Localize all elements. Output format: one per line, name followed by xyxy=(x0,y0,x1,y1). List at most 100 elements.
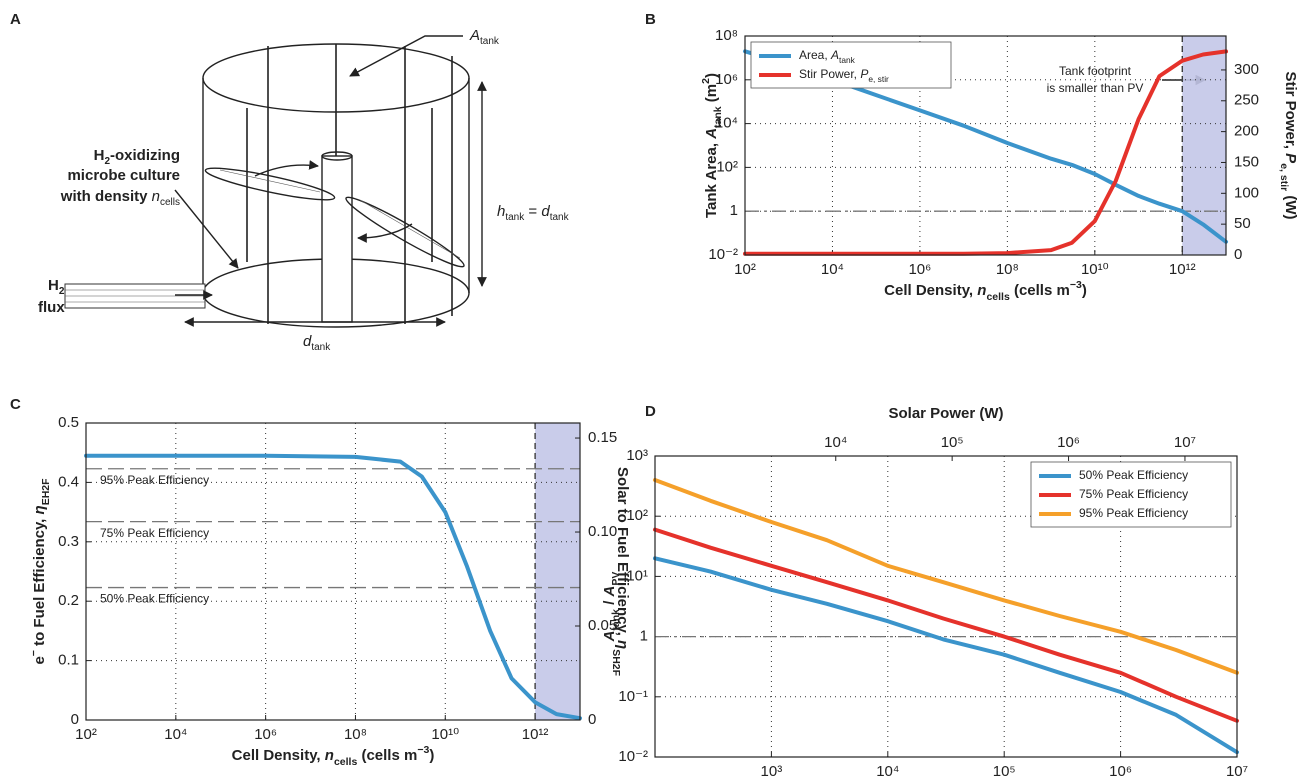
label-part: with density xyxy=(60,188,152,205)
label-part: n xyxy=(325,747,334,764)
x2-tick-label: 10⁴ xyxy=(824,434,847,451)
y-tick-label: 10⁻² xyxy=(618,748,648,765)
label-part: EH2F xyxy=(40,478,52,505)
x-axis-label: Cell Density, ncells (cells m−3) xyxy=(884,279,1087,303)
label-part: −3 xyxy=(1070,279,1082,291)
label-part: tank xyxy=(480,36,500,47)
y2-axis-label: Solar to Fuel Efficiency, ηSH2F xyxy=(610,467,631,677)
legend-label: 95% Peak Efficiency xyxy=(1079,506,1188,520)
flux-label: flux xyxy=(38,299,65,316)
culture-label: H2-oxidizing xyxy=(94,147,180,167)
label-part: to Fuel Efficiency, xyxy=(31,514,48,650)
peak-label: 95% Peak Efficiency xyxy=(100,473,209,487)
y-axis-label: Atank / APV xyxy=(601,572,622,643)
label-part: ) xyxy=(1082,282,1087,299)
area-arrow xyxy=(349,35,463,77)
x-tick-label: 10⁵ xyxy=(993,763,1016,780)
x-tick-label: 10⁶ xyxy=(908,261,931,278)
y-tick-label: 10⁻² xyxy=(708,246,738,263)
x-tick-label: 10⁷ xyxy=(1226,763,1248,780)
label-part: tank xyxy=(311,342,331,353)
panel-a: A Atank H2-oxidizing microbe culture wit… xyxy=(10,11,570,353)
x-tick-label: 10¹⁰ xyxy=(431,726,459,743)
label-part: e, stir xyxy=(868,74,889,84)
x-tick-label: 10¹⁰ xyxy=(1081,261,1109,278)
label-part: η xyxy=(614,640,631,649)
label-part: H xyxy=(94,147,105,164)
label-part: / xyxy=(601,596,618,609)
label-part: (cells m xyxy=(357,747,417,764)
culture-arrow xyxy=(174,189,239,269)
x2-tick-label: 10⁵ xyxy=(941,434,964,451)
y-tick-label: 10⁸ xyxy=(715,27,738,44)
y2-tick-label: 100 xyxy=(1234,184,1259,201)
label-part: -oxidizing xyxy=(110,147,180,164)
label-part: − xyxy=(28,650,40,656)
shaded-region xyxy=(1182,36,1226,255)
baffles xyxy=(246,44,453,324)
label-part: 2 xyxy=(104,156,110,167)
label-part: tank xyxy=(610,609,622,631)
x-tick-label: 10³ xyxy=(761,763,783,780)
y2-tick-label: 0 xyxy=(1234,246,1242,263)
y-tick-label: 10² xyxy=(626,507,648,524)
panel-letter: A xyxy=(10,11,21,28)
y-tick-label: 0.1 xyxy=(58,652,79,669)
label-part: SH2F xyxy=(610,649,622,676)
series-line xyxy=(653,527,1239,723)
label-part: cells xyxy=(986,291,1010,303)
y-tick-label: 10⁴ xyxy=(715,115,738,132)
legend-label: Stir Power, Pe, stir xyxy=(799,67,889,84)
culture-label: microbe culture xyxy=(67,167,180,184)
series-line xyxy=(743,49,1228,256)
y2-tick-label: 50 xyxy=(1234,215,1251,232)
y2-tick-label: 200 xyxy=(1234,123,1259,140)
x-tick-label: 10⁴ xyxy=(821,261,844,278)
plot-frame xyxy=(85,422,581,721)
height-label: htank = dtank xyxy=(497,203,570,223)
y2-tick-label: 0.05 xyxy=(588,617,617,634)
label-part: = xyxy=(524,203,541,220)
label-part: tank xyxy=(550,212,570,223)
label-part: Stir Power, xyxy=(1282,71,1299,153)
y-tick-label: 1 xyxy=(640,628,648,645)
panel-letter: D xyxy=(645,403,656,420)
label-part: e, stir xyxy=(1278,163,1290,191)
label-part: (m xyxy=(703,84,720,107)
y-tick-label: 10² xyxy=(716,158,738,175)
pipe-mesh xyxy=(65,289,205,303)
x-tick-label: 10² xyxy=(75,726,97,743)
label-part: tank xyxy=(839,55,856,65)
y-tick-label: 0.2 xyxy=(58,592,79,609)
y-tick-label: 0.4 xyxy=(58,473,79,490)
flux-label: H2 xyxy=(48,277,65,297)
x-tick-label: 10⁸ xyxy=(996,261,1019,278)
y2-tick-label: 0.10 xyxy=(588,523,617,540)
plot-frame xyxy=(744,35,1227,256)
label-part: P xyxy=(860,67,868,81)
y-tick-label: 10¹ xyxy=(626,567,648,584)
label-part: tank xyxy=(505,212,525,223)
x-tick-label: 10⁸ xyxy=(344,726,367,743)
label-part: η xyxy=(31,505,48,514)
legend-label: Area, Atank xyxy=(799,48,856,65)
x-tick-label: 10² xyxy=(734,261,756,278)
label-part: Tank Area, xyxy=(703,139,720,218)
legend-label: 75% Peak Efficiency xyxy=(1079,487,1188,501)
label-part: A xyxy=(601,586,618,598)
x-tick-label: 10⁶ xyxy=(254,726,277,743)
label-part: A xyxy=(469,27,480,44)
label-part: −3 xyxy=(417,744,429,756)
rotation-arrow xyxy=(357,223,413,243)
label-part: P xyxy=(1282,153,1299,164)
label-part: Area, xyxy=(799,48,831,62)
x-tick-label: 10¹² xyxy=(522,726,549,743)
diameter-label: dtank xyxy=(303,333,331,353)
y2-tick-label: 300 xyxy=(1234,61,1259,78)
label-part: A xyxy=(601,631,618,643)
label-part: cells xyxy=(160,197,180,208)
label-part: cells xyxy=(334,756,358,768)
label-part: n xyxy=(977,282,986,299)
y-tick-label: 0 xyxy=(71,711,79,728)
